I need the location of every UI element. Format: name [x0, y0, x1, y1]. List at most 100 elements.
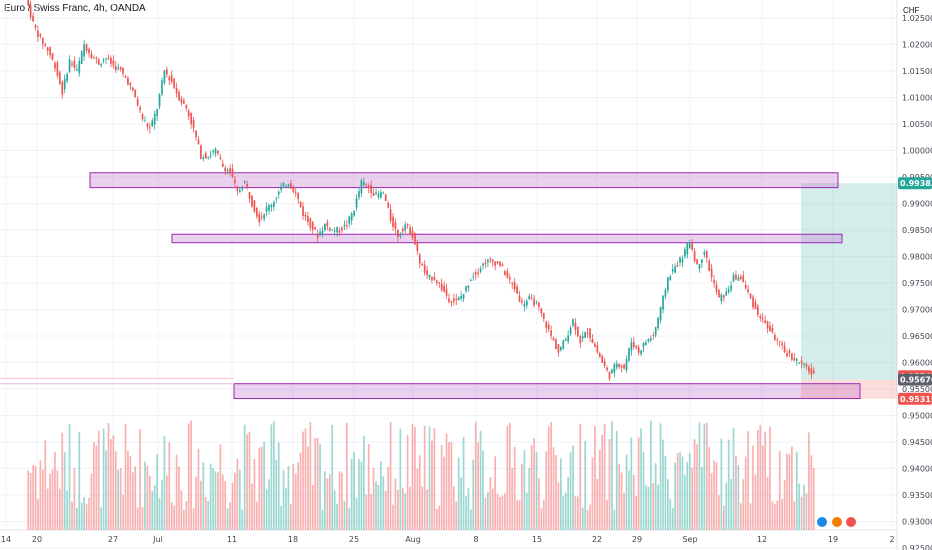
volume-bar: [812, 468, 815, 530]
volume-bar: [275, 459, 278, 530]
volume-bar: [540, 508, 543, 530]
volume-bar: [715, 462, 718, 530]
volume-bar: [632, 475, 635, 530]
candle-body: [669, 276, 672, 280]
volume-bar: [662, 439, 664, 530]
volume-bar: [263, 441, 265, 530]
x-tick-label: 27: [108, 535, 118, 544]
volume-bar: [642, 452, 645, 530]
volume-bar: [197, 448, 200, 530]
candle-body: [275, 198, 278, 200]
volume-bar: [372, 467, 375, 530]
volume-bar: [93, 441, 95, 530]
candle-body: [85, 44, 88, 51]
volume-bar: [268, 479, 270, 530]
loss-zone: [801, 379, 897, 399]
candle-body: [71, 63, 73, 65]
candle-body: [474, 272, 477, 275]
candle-body: [710, 268, 713, 278]
volume-bar: [623, 492, 625, 530]
volume-bar: [411, 424, 414, 530]
candle-body: [375, 192, 377, 195]
volume-bar: [555, 455, 557, 530]
volume-bar: [484, 497, 487, 530]
volume-bar: [693, 439, 696, 530]
candle-body: [525, 300, 528, 306]
volume-bar: [613, 509, 616, 530]
volume-bar: [297, 462, 300, 530]
volume-bar: [209, 463, 212, 530]
candle-body: [499, 261, 501, 266]
volume-bar: [343, 501, 346, 530]
volume-bar: [781, 498, 784, 530]
candle-body: [708, 260, 711, 271]
candle-body: [409, 227, 411, 235]
candle-body: [236, 186, 239, 192]
volume-bar: [594, 426, 596, 530]
volume-bar: [744, 456, 747, 530]
candle-body: [358, 191, 360, 198]
candle-body: [353, 210, 355, 216]
volume-bar: [559, 458, 562, 530]
candle-body: [32, 15, 34, 22]
candle-body: [243, 181, 246, 183]
candle-body: [628, 348, 630, 361]
candle-body: [190, 112, 193, 125]
candle-body: [715, 284, 718, 292]
x-tick-label: 8: [473, 535, 478, 544]
candle-body: [39, 34, 42, 37]
candle-body: [112, 60, 115, 66]
volume-bar: [129, 456, 132, 530]
candle-body: [688, 242, 691, 249]
volume-bar: [341, 472, 343, 530]
candle-body: [270, 205, 273, 207]
volume-bar: [569, 452, 572, 530]
candle-body: [795, 358, 798, 361]
candle-body: [625, 359, 628, 371]
volume-bar: [423, 425, 426, 530]
volume-bar: [122, 494, 124, 530]
candle-body: [752, 296, 754, 308]
volume-bar: [640, 428, 642, 530]
volume-bar: [450, 442, 453, 530]
y-tick-label: 0.93000: [902, 518, 932, 527]
candle-body: [496, 261, 499, 264]
volume-bar: [144, 461, 146, 530]
volume-bar: [136, 507, 139, 530]
candle-body: [545, 321, 548, 328]
candle-body: [698, 264, 701, 269]
volume-bar: [302, 431, 304, 530]
volume-bar: [513, 447, 516, 530]
x-tick-label: 14: [1, 535, 11, 544]
volume-bar: [345, 422, 348, 530]
candle-body: [649, 338, 652, 341]
candle-body: [701, 259, 703, 263]
volume-bar: [596, 479, 599, 530]
volume-bar: [88, 497, 90, 530]
candle-body: [535, 301, 538, 303]
volume-bar: [324, 471, 326, 530]
candle-body: [567, 335, 569, 342]
candle-body: [360, 180, 363, 194]
volume-bar: [472, 459, 475, 530]
volume-bar: [552, 447, 555, 530]
candle-body: [739, 276, 742, 280]
volume-bar: [606, 499, 608, 530]
candle-body: [533, 298, 535, 306]
x-tick-label: 11: [227, 535, 237, 544]
volume-bar: [328, 474, 331, 530]
candle-body: [197, 139, 200, 145]
volume-bar: [146, 465, 149, 530]
volume-bar: [788, 453, 791, 530]
candle-body: [457, 297, 460, 301]
volume-bar: [440, 445, 443, 530]
volume-bar: [603, 423, 606, 530]
volume-bar: [236, 458, 239, 530]
volume-bar: [299, 452, 302, 530]
volume-bar: [156, 454, 158, 530]
volume-bar: [645, 485, 647, 530]
volume-bar: [384, 490, 387, 530]
volume-bar: [786, 453, 788, 530]
volume-bar: [37, 499, 39, 530]
